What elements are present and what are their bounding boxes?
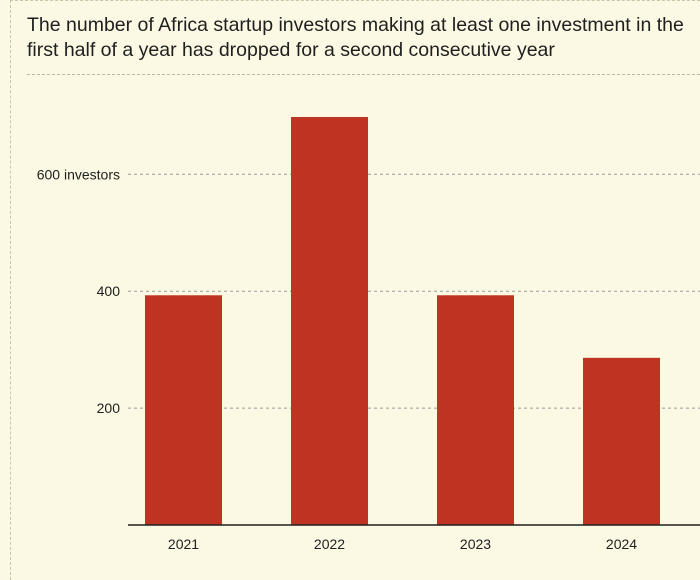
bar-2023 xyxy=(437,295,514,525)
category-labels: 2021 2022 2023 2024 xyxy=(168,536,637,552)
bar-2024 xyxy=(583,357,660,525)
bar-2021 xyxy=(145,295,222,525)
x-tick-label-2023: 2023 xyxy=(460,536,491,552)
title-divider xyxy=(27,74,700,75)
y-tick-label: 200 xyxy=(97,400,121,416)
bar-2022 xyxy=(291,117,368,525)
chart-frame xyxy=(10,0,700,580)
y-tick-label: 400 xyxy=(97,283,121,299)
bars xyxy=(145,117,660,525)
chart-title: The number of Africa startup investors m… xyxy=(27,14,684,61)
x-tick-label-2022: 2022 xyxy=(314,536,345,552)
x-tick-label-2024: 2024 xyxy=(606,536,637,552)
y-tick-label: 600 investors xyxy=(37,166,120,182)
x-tick-label-2021: 2021 xyxy=(168,536,199,552)
bar-chart: 200 400 600 investors 2021 2022 2023 2024 xyxy=(37,117,700,552)
